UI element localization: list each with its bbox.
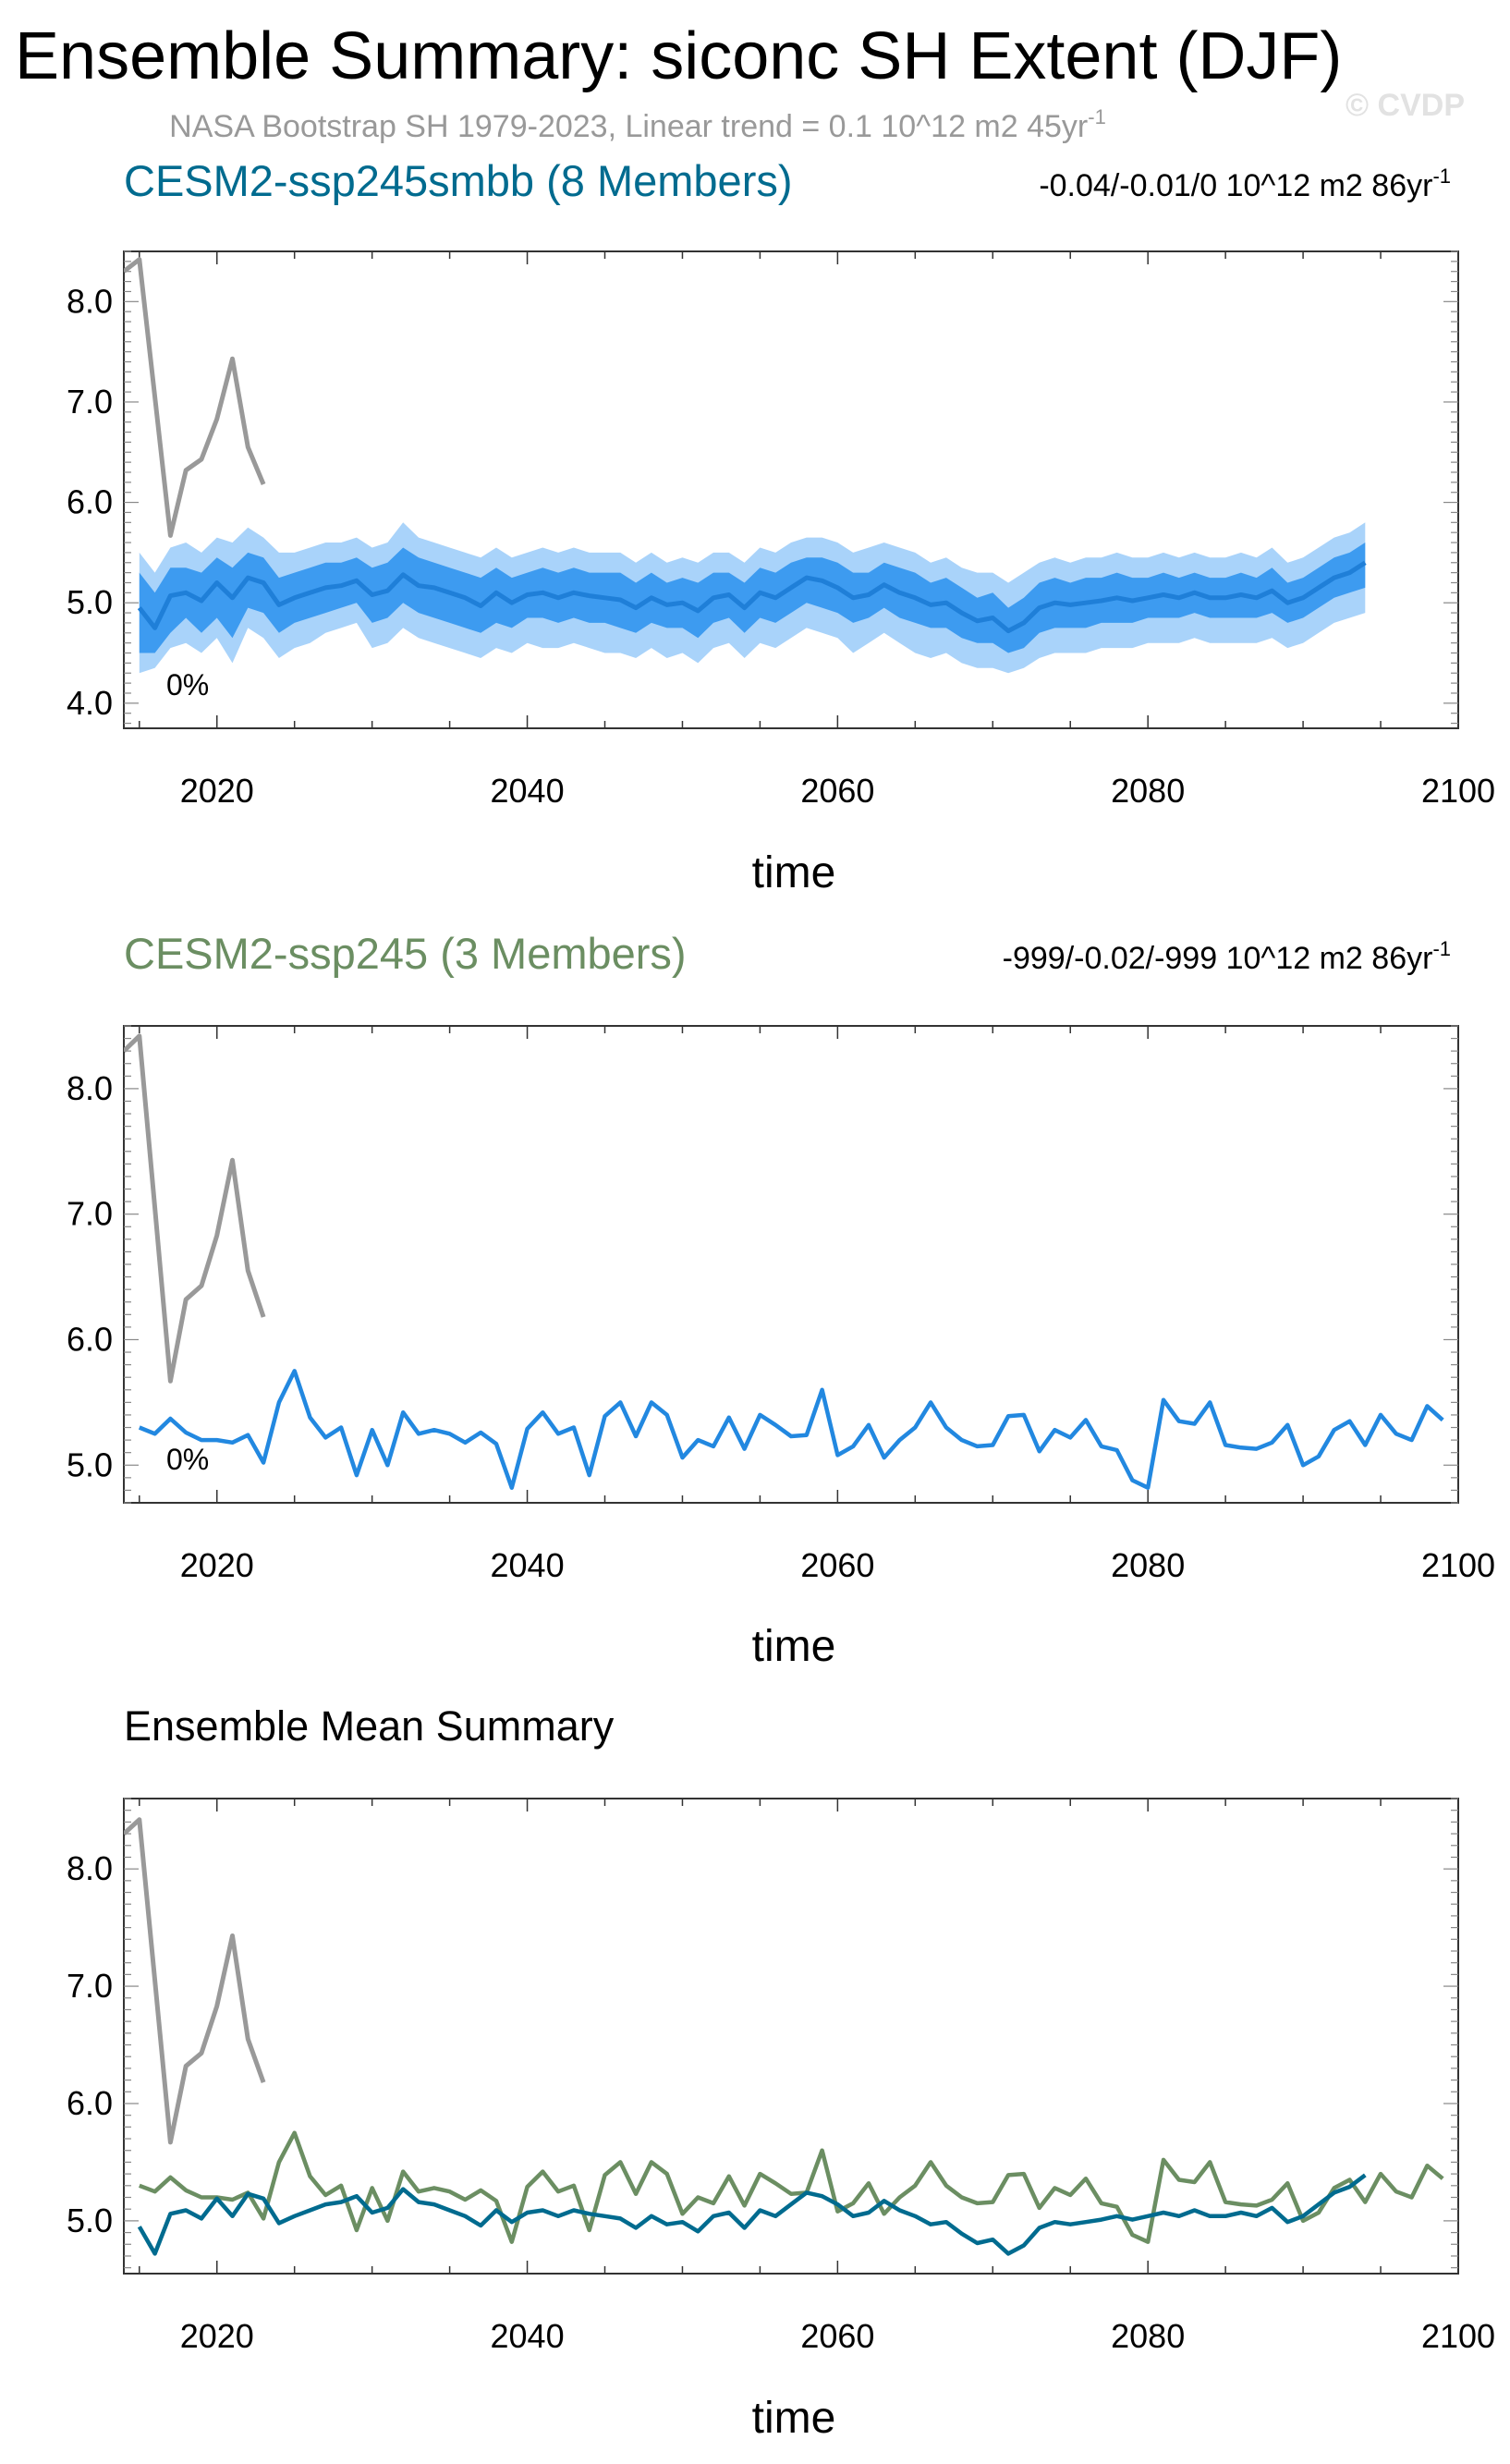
figure-subtitle-text: NASA Bootstrap SH 1979-2023, Linear tren… xyxy=(169,109,1088,144)
x-tick-label: 2100 xyxy=(1421,1546,1495,1584)
x-tick-label: 2060 xyxy=(800,772,874,810)
figure-title: Ensemble Summary: siconc SH Extent (DJF) xyxy=(15,19,1342,93)
member-series-line xyxy=(138,1369,1444,1490)
plot-frame xyxy=(123,1798,1459,2275)
x-tick-label: 2020 xyxy=(180,1546,254,1584)
x-tick-label: 2080 xyxy=(1111,1546,1185,1584)
panel-ssp245: CESM2-ssp245 (3 Members) -999/-0.02/-999… xyxy=(67,929,1495,1671)
panel-trend-sup: -1 xyxy=(1432,165,1451,188)
panel-title: CESM2-ssp245 (3 Members) xyxy=(124,929,687,978)
cvdp-watermark: © CVDP xyxy=(1346,88,1465,123)
plot-area: 2020 2040 2060 2080 2100 5.0 6.0 7.0 8.0 xyxy=(67,1798,1495,2355)
panel-trend-label: -0.04/-0.01/0 10^12 m2 86yr-1 xyxy=(1039,165,1451,203)
x-tick-label: 2040 xyxy=(491,772,565,810)
y-tick-label: 8.0 xyxy=(67,1849,113,1887)
x-tick-label: 2100 xyxy=(1421,2317,1495,2355)
percent-label: 0% xyxy=(166,1443,209,1476)
y-tick-label: 6.0 xyxy=(67,483,113,521)
y-tick-label: 8.0 xyxy=(67,1069,113,1107)
x-tick-label: 2040 xyxy=(491,1546,565,1584)
figure-subtitle-sup: -1 xyxy=(1088,105,1106,128)
ssp245-mean-line xyxy=(138,2130,1444,2244)
panel-ssp245smbb: CESM2-ssp245smbb (8 Members) -0.04/-0.01… xyxy=(67,156,1495,897)
obs-series-line xyxy=(124,1033,266,1384)
y-tick-label: 6.0 xyxy=(67,1320,113,1358)
x-tick-label: 2060 xyxy=(800,2317,874,2355)
y-tick-label: 6.0 xyxy=(67,2084,113,2122)
x-tick-label: 2100 xyxy=(1421,772,1495,810)
y-tick-label: 4.0 xyxy=(67,684,113,722)
panel-title: CESM2-ssp245smbb (8 Members) xyxy=(124,156,793,205)
panel-trend-text: -0.04/-0.01/0 10^12 m2 86yr xyxy=(1039,168,1432,203)
panel-ensemble-mean: Ensemble Mean Summary 2020 2040 2060 2080 21… xyxy=(67,1702,1495,2443)
percent-label: 0% xyxy=(166,668,209,701)
plot-marks xyxy=(124,257,1367,674)
plot-area: 2020 2040 2060 2080 2100 5.0 6.0 7.0 8.0 xyxy=(67,1025,1495,1584)
y-tick-label: 8.0 xyxy=(67,282,113,320)
y-tick-label: 7.0 xyxy=(67,1195,113,1233)
ensemble-mean-line xyxy=(137,560,1367,634)
x-axis-label: time xyxy=(752,2394,836,2443)
x-axis-label: time xyxy=(752,1622,836,1671)
plot-marks xyxy=(124,1817,1444,2256)
plot-frame xyxy=(123,1025,1459,1504)
y-tick-label: 5.0 xyxy=(67,1445,113,1483)
x-axis-label: time xyxy=(752,848,836,897)
obs-series-line xyxy=(124,257,266,538)
panel-title: Ensemble Mean Summary xyxy=(124,1702,615,1750)
figure-subtitle: NASA Bootstrap SH 1979-2023, Linear tren… xyxy=(169,105,1106,144)
x-tick-label: 2020 xyxy=(180,2317,254,2355)
panel-trend-text: -999/-0.02/-999 10^12 m2 86yr xyxy=(1003,941,1433,976)
x-tick-label: 2080 xyxy=(1111,2317,1185,2355)
obs-series-line xyxy=(124,1817,266,2145)
ssp245smbb-mean-line xyxy=(137,2173,1367,2256)
y-tick-label: 5.0 xyxy=(67,2202,113,2239)
y-tick-label: 5.0 xyxy=(67,583,113,621)
panel-trend-sup: -1 xyxy=(1432,937,1451,960)
plot-marks xyxy=(124,1033,1444,1490)
y-tick-label: 7.0 xyxy=(67,383,113,421)
plot-area: 2020 2040 2060 2080 2100 4.0 5.0 6.0 7.0 8.0 xyxy=(67,250,1495,810)
panel-trend-label: -999/-0.02/-999 10^12 m2 86yr-1 xyxy=(1003,937,1451,976)
x-tick-label: 2080 xyxy=(1111,772,1185,810)
plot-frame xyxy=(123,250,1459,729)
x-tick-label: 2020 xyxy=(180,772,254,810)
x-tick-label: 2060 xyxy=(800,1546,874,1584)
x-tick-label: 2040 xyxy=(491,2317,565,2355)
y-tick-label: 7.0 xyxy=(67,1967,113,2005)
